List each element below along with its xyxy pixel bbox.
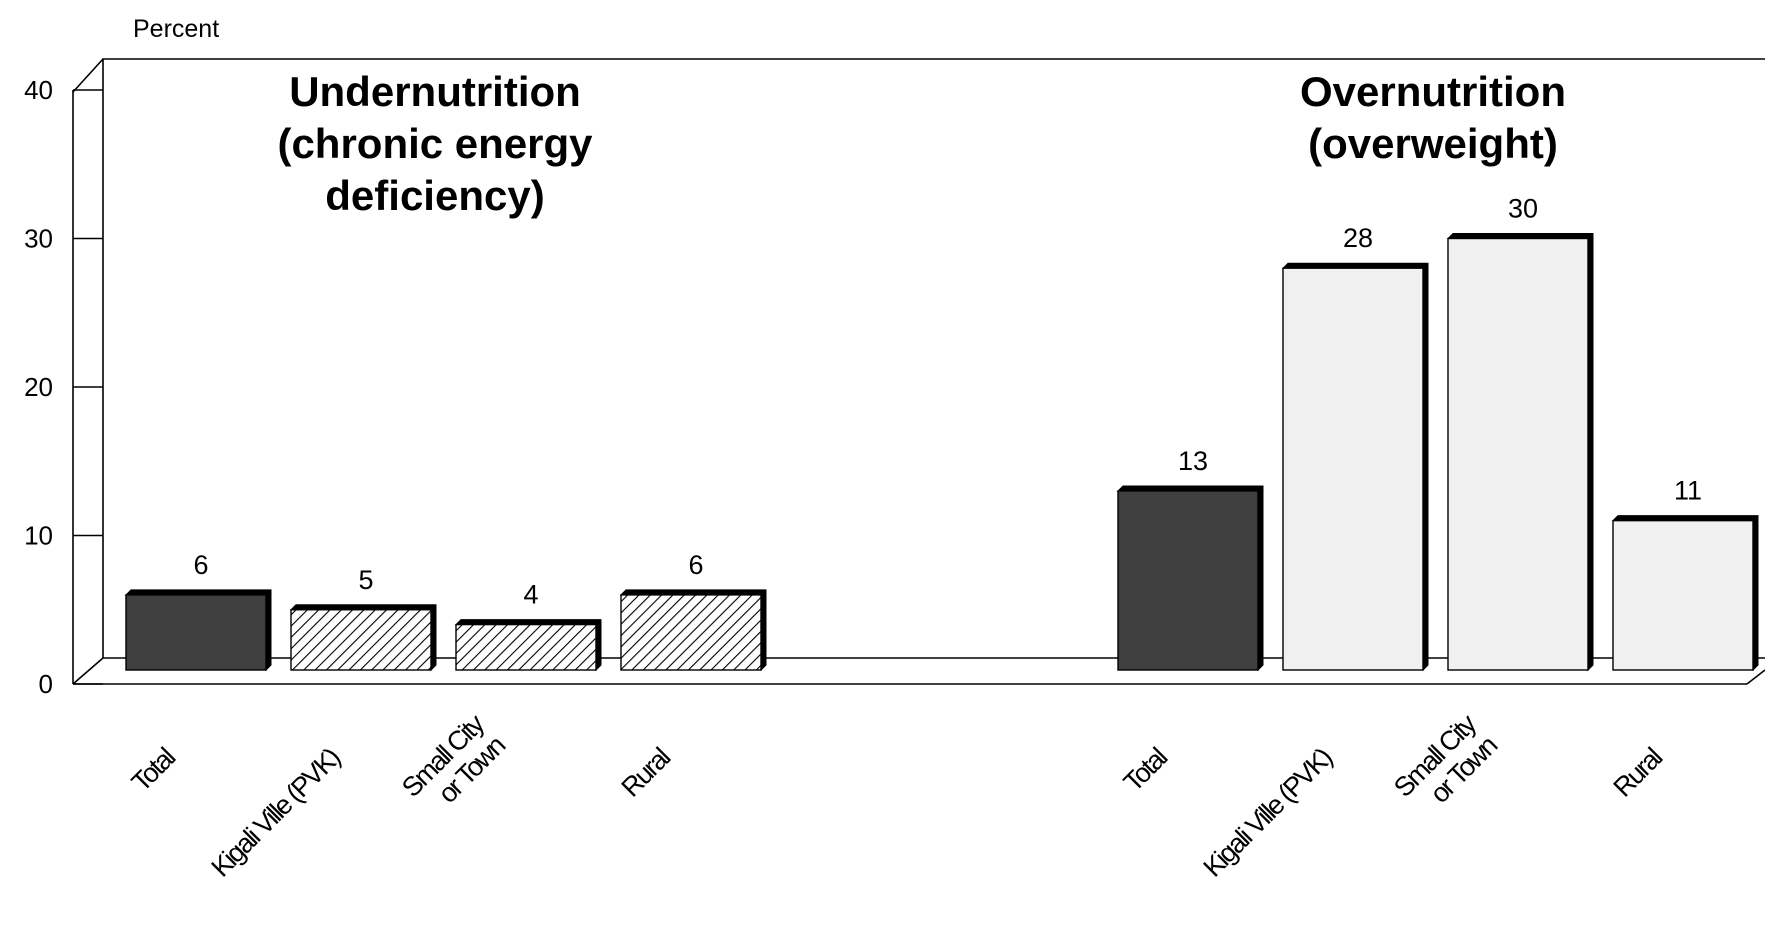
category-label: Rural [615,742,675,802]
bar-value-label: 5 [358,565,373,595]
bar-value-label: 11 [1674,476,1702,506]
bar [619,589,767,672]
y-tick-label: 30 [24,224,53,254]
plot-frame [72,58,1765,685]
y-axis: 0 10 20 30 40 [24,75,103,699]
bar [1446,233,1594,672]
bar-value-label: 4 [523,580,538,610]
side-wall-top-edge [72,58,104,93]
bar [454,619,602,672]
bar-face [1447,237,1589,671]
bar-face [1117,490,1259,671]
bar-value-label: 28 [1343,223,1373,253]
y-tick-label: 0 [39,669,53,699]
bar-face [290,609,432,671]
bar-value-label: 6 [688,550,703,580]
category-label: Small Cityor Town [396,708,512,824]
bar-face [125,594,267,671]
bar-value-label: 30 [1508,194,1538,224]
category-label: Kigali Ville (PVK) [206,742,346,882]
bar [289,604,437,672]
category-label: Rural [1607,742,1667,802]
category-label: Small Cityor Town [1388,708,1504,824]
y-tick-label: 20 [24,372,53,402]
category-label: Kigali Ville (PVK) [1198,742,1338,882]
floor-right-edge [1746,669,1765,685]
bar [1611,515,1759,672]
bar-value-label: 6 [193,550,208,580]
category-label: Total [1118,742,1173,797]
bar [1281,262,1429,672]
bar-face [1282,267,1424,671]
back-wall-outline [102,58,1765,659]
y-tick-label: 10 [24,521,53,551]
y-axis-unit-label: Percent [133,15,219,43]
bar-face [1612,519,1754,671]
category-label: Total [126,742,181,797]
bar-value-label: 13 [1178,446,1208,476]
bar-face [620,594,762,671]
group-title: Overnutrition (overweight) [1300,68,1566,167]
bar [124,589,272,672]
bar [1116,485,1264,672]
group-titles: Undernutrition (chronic energy deficiency)… [277,68,1566,219]
bar-face [455,623,597,671]
y-tick-label: 40 [24,75,53,105]
group-title: Undernutrition (chronic energy deficiency) [277,68,593,219]
bars-layer: 6 5 4 6 13 28 30 11 [124,194,1759,672]
category-labels: Total Kigali Ville (PVK) Small Cityor Town… [126,708,1668,883]
side-wall-bottom-edge [72,657,104,685]
